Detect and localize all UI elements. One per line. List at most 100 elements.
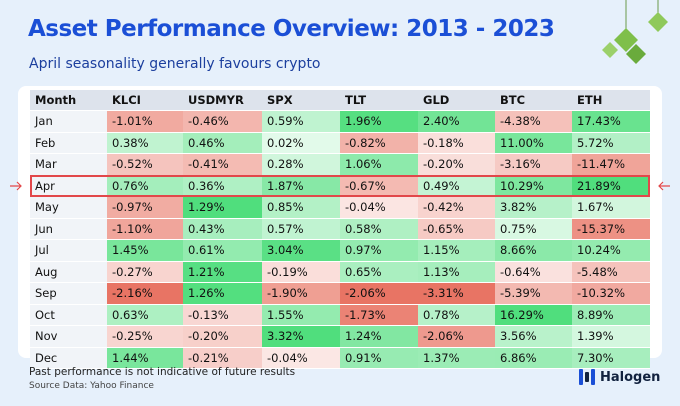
- table-row: Mar -0.52% -0.41% 0.28% 1.06% -0.20% -3.16% -11…: [30, 153, 650, 176]
- cell: 1.06%: [340, 153, 418, 176]
- month-cell: Oct: [30, 304, 107, 326]
- cell: -1.01%: [107, 110, 183, 133]
- decoration: [602, 0, 668, 64]
- cell: 1.24%: [340, 325, 418, 348]
- cell: 1.96%: [340, 110, 418, 133]
- cell: 1.21%: [183, 261, 262, 283]
- cell: 6.86%: [495, 347, 572, 369]
- cell: -5.39%: [495, 282, 572, 305]
- table-row: Jul 1.45% 0.61% 3.04% 0.97% 1.15% 8.66% 10.24%: [30, 239, 650, 262]
- disclaimer: Past performance is not indicative of fu…: [29, 366, 296, 378]
- brand-name: Halogen: [600, 370, 661, 385]
- month-cell: Dec: [30, 347, 107, 369]
- cell: 0.85%: [262, 196, 340, 219]
- cell: 10.29%: [495, 175, 572, 197]
- cell: 7.30%: [572, 347, 650, 369]
- cell: -2.06%: [340, 282, 418, 305]
- cell: -0.64%: [495, 261, 572, 283]
- cell: 0.76%: [107, 175, 183, 197]
- cell: -0.25%: [107, 325, 183, 348]
- cell: -0.27%: [107, 261, 183, 283]
- column-header: TLT: [340, 90, 418, 111]
- cell: 0.78%: [418, 304, 495, 326]
- column-header: SPX: [262, 90, 340, 111]
- cell: 0.63%: [107, 304, 183, 326]
- brand-logo: [579, 369, 595, 385]
- cell: -2.06%: [418, 325, 495, 348]
- cell: 0.43%: [183, 218, 262, 240]
- performance-table: Month KLCI USDMYR SPX TLT GLD BTC ETH Jan -1.01% -…: [30, 90, 650, 369]
- cell: 0.28%: [262, 153, 340, 176]
- arrow-right: [658, 181, 670, 191]
- cell: 1.13%: [418, 261, 495, 283]
- month-cell: Mar: [30, 153, 107, 176]
- cell: 0.59%: [262, 110, 340, 133]
- cell: -3.31%: [418, 282, 495, 305]
- month-cell: Sep: [30, 282, 107, 305]
- header-row: Month KLCI USDMYR SPX TLT GLD BTC ETH: [30, 90, 650, 111]
- cell: 1.45%: [107, 239, 183, 262]
- cell: 17.43%: [572, 110, 650, 133]
- cell: -0.19%: [262, 261, 340, 283]
- cell: -0.13%: [183, 304, 262, 326]
- cell: 3.56%: [495, 325, 572, 348]
- month-cell: Feb: [30, 132, 107, 154]
- cell: 1.44%: [107, 347, 183, 369]
- source: Source Data: Yahoo Finance: [29, 381, 154, 391]
- month-cell: Jun: [30, 218, 107, 240]
- cell: 2.40%: [418, 110, 495, 133]
- column-header: BTC: [495, 90, 572, 111]
- cell: 0.49%: [418, 175, 495, 197]
- cell: -0.97%: [107, 196, 183, 219]
- cell: 1.29%: [183, 196, 262, 219]
- cell: 8.66%: [495, 239, 572, 262]
- cell: 0.91%: [340, 347, 418, 369]
- cell: -0.04%: [262, 347, 340, 369]
- cell: -0.46%: [183, 110, 262, 133]
- cell: 16.29%: [495, 304, 572, 326]
- cell: -0.04%: [340, 196, 418, 219]
- cell: -0.52%: [107, 153, 183, 176]
- cell: 3.82%: [495, 196, 572, 219]
- cell: 1.55%: [262, 304, 340, 326]
- cell: 0.97%: [340, 239, 418, 262]
- cell: 8.89%: [572, 304, 650, 326]
- cell: 0.36%: [183, 175, 262, 197]
- cell: -0.20%: [183, 325, 262, 348]
- table-row: May -0.97% 1.29% 0.85% -0.04% -0.42% 3.82% 1.67…: [30, 196, 650, 219]
- cell: 0.58%: [340, 218, 418, 240]
- table-row: Nov -0.25% -0.20% 3.32% 1.24% -2.06% 3.56% 1.39…: [30, 325, 650, 348]
- column-header: ETH: [572, 90, 650, 111]
- table-row: Sep -2.16% 1.26% -1.90% -2.06% -3.31% -5.39% -1…: [30, 282, 650, 305]
- cell: 1.87%: [262, 175, 340, 197]
- cell: 0.65%: [340, 261, 418, 283]
- cell: 1.26%: [183, 282, 262, 305]
- cell: -2.16%: [107, 282, 183, 305]
- month-cell: Jul: [30, 239, 107, 262]
- table-row: Oct 0.63% -0.13% 1.55% -1.73% 0.78% 16.29% 8.89…: [30, 304, 650, 326]
- cell: 0.57%: [262, 218, 340, 240]
- column-header: USDMYR: [183, 90, 262, 111]
- month-cell: Aug: [30, 261, 107, 283]
- cell: -10.32%: [572, 282, 650, 305]
- cell: 1.15%: [418, 239, 495, 262]
- cell: 0.46%: [183, 132, 262, 154]
- cell: -0.21%: [183, 347, 262, 369]
- cell: -0.67%: [340, 175, 418, 197]
- cell: 0.02%: [262, 132, 340, 154]
- cell: 3.04%: [262, 239, 340, 262]
- cell: 21.89%: [572, 175, 650, 197]
- cell: 1.67%: [572, 196, 650, 219]
- month-cell: Apr: [30, 175, 107, 197]
- cell: 1.39%: [572, 325, 650, 348]
- column-header: GLD: [418, 90, 495, 111]
- column-header: Month: [30, 90, 107, 111]
- table-row: Feb 0.38% 0.46% 0.02% -0.82% -0.18% 11.00% 5.72…: [30, 132, 650, 154]
- cell: -11.47%: [572, 153, 650, 176]
- arrow-left: [10, 181, 22, 191]
- cell: 11.00%: [495, 132, 572, 154]
- subtitle: April seasonality generally favours cryp…: [29, 56, 321, 72]
- table-row: Jun -1.10% 0.43% 0.57% 0.58% -0.65% 0.75% -15.3…: [30, 218, 650, 240]
- month-cell: May: [30, 196, 107, 219]
